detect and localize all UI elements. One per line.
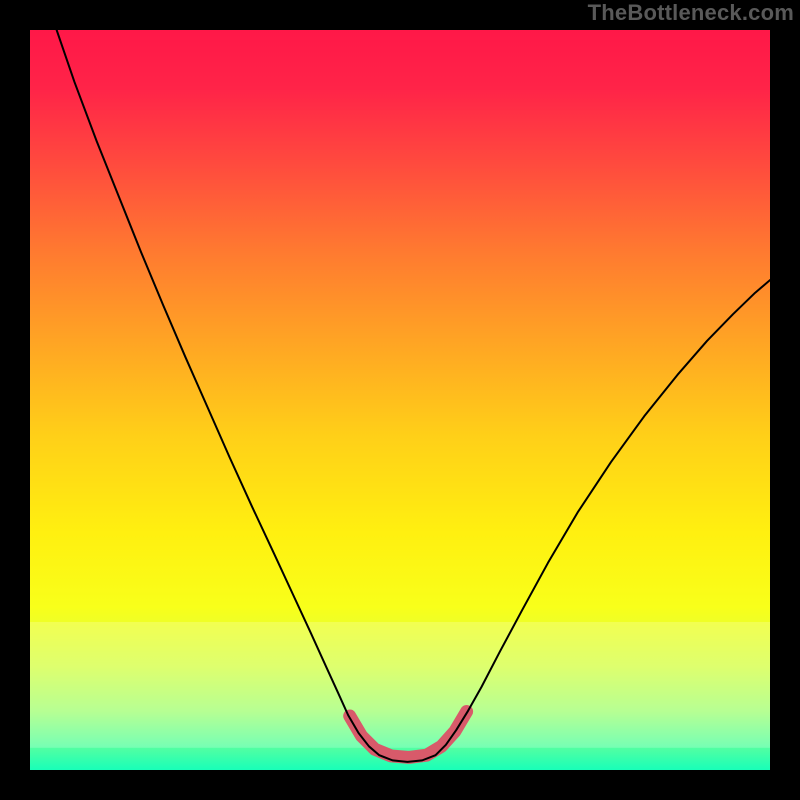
- pale-band-overlay: [30, 622, 770, 748]
- bottleneck-chart: [0, 0, 800, 800]
- chart-stage: TheBottleneck.com: [0, 0, 800, 800]
- watermark-text: TheBottleneck.com: [588, 0, 794, 26]
